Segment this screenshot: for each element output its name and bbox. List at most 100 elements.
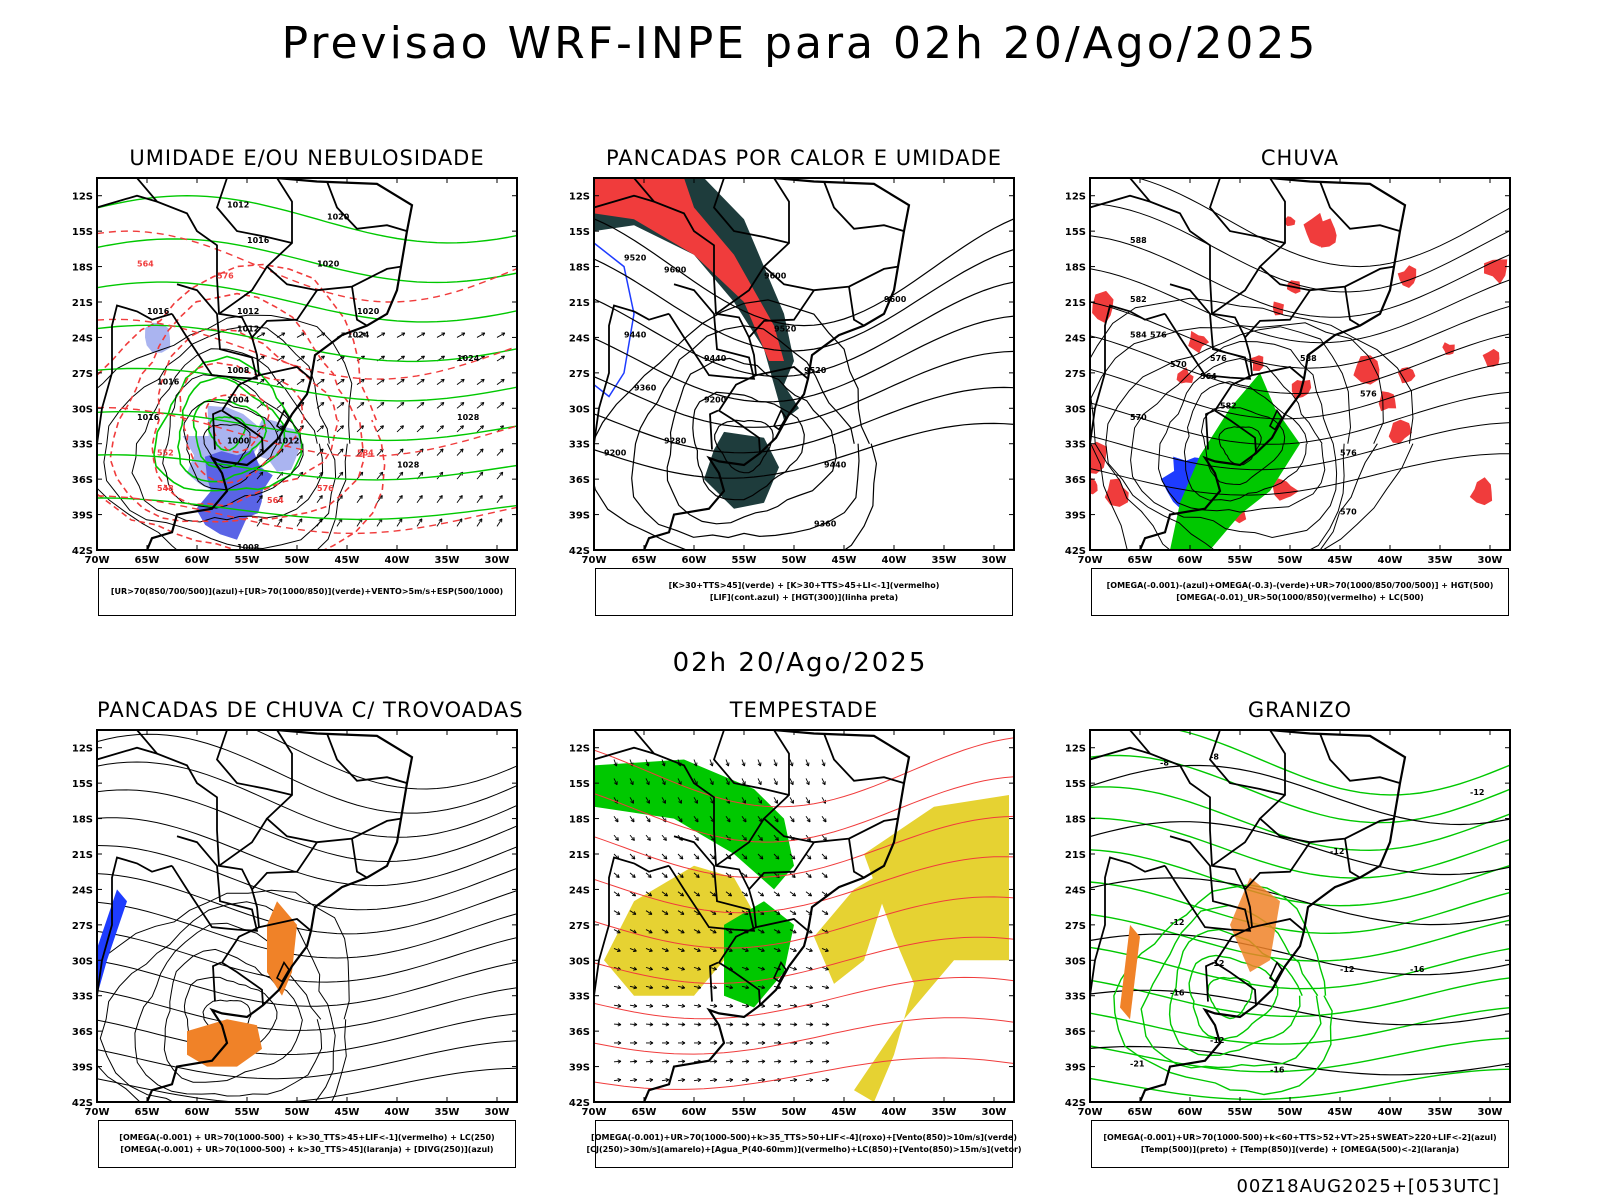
panel-title: CHUVA <box>1260 146 1340 170</box>
run-info-footer: 00Z18AUG2025+[053UTC] <box>1236 1176 1500 1197</box>
contour-label: 570 <box>1170 360 1187 369</box>
contour-label: 9360 <box>814 519 837 528</box>
lon-tick-label: 35W <box>932 555 957 566</box>
contour-label: -12 <box>1470 788 1484 797</box>
map-frame <box>96 177 518 551</box>
contour-label: -12 <box>1170 918 1184 927</box>
lon-tick-label: 45W <box>1328 555 1353 566</box>
lon-tick-label: 45W <box>832 1107 857 1118</box>
lat-tick-label: 24S <box>72 885 93 896</box>
lon-tick-label: 30W <box>982 1107 1007 1118</box>
lat-tick-label: 18S <box>72 263 93 274</box>
contour-label: 1012 <box>237 325 259 334</box>
contour-label: 1016 <box>247 236 270 245</box>
lat-tick-label: 36S <box>569 475 590 486</box>
lat-tick-label: 21S <box>1065 850 1086 861</box>
legend-line: [OMEGA(-0.001)+UR>70(1000-500)+k>35_TTS>… <box>591 1133 1017 1142</box>
lon-tick-label: 50W <box>285 1107 310 1118</box>
lat-tick-label: 15S <box>72 779 93 790</box>
lon-tick-label: 50W <box>782 1107 807 1118</box>
lat-tick-label: 18S <box>569 263 590 274</box>
lat-tick-label: 24S <box>72 333 93 344</box>
lon-tick-label: 35W <box>435 1107 460 1118</box>
map-frame <box>593 177 1015 551</box>
contour-label: 582 <box>1130 295 1147 304</box>
contour-label: -8 <box>1210 753 1219 762</box>
lat-tick-label: 21S <box>1065 298 1086 309</box>
forecast-map: 9520 9600 9600 9600 9440 9520 9360 9440 9520 9200… <box>569 177 1015 566</box>
lat-tick-label: 12S <box>569 744 590 755</box>
legend-line: [OMEGA(-0.001) + UR>70(1000-500) + k>30_… <box>120 1145 494 1154</box>
lon-tick-label: 30W <box>1478 555 1503 566</box>
lon-tick-label: 70W <box>85 555 110 566</box>
contour-label: 1020 <box>357 307 380 316</box>
lon-tick-label: 65W <box>135 555 160 566</box>
lon-tick-label: 55W <box>732 555 757 566</box>
contour-label: 9200 <box>704 395 727 404</box>
panel-legend: [UR>70(850/700/500)](azul)+[UR>70(1000/8… <box>98 568 516 616</box>
contour-label: 584 <box>1130 330 1147 339</box>
lat-tick-label: 39S <box>569 1063 590 1074</box>
lon-tick-label: 40W <box>1378 555 1403 566</box>
panel-legend: [OMEGA(-0.001)-(azul)+OMEGA(-0.3)-(verde… <box>1091 568 1509 616</box>
contour-label: 1024 <box>347 330 370 339</box>
contour-label: 564 <box>137 260 154 269</box>
panel-legend: [OMEGA(-0.001)+UR>70(1000-500)+k<60+TTS>… <box>1091 1120 1509 1168</box>
lat-tick-label: 24S <box>1065 885 1086 896</box>
lat-tick-label: 30S <box>1065 956 1086 967</box>
contour-label: -16 <box>1170 989 1185 998</box>
lon-tick-label: 40W <box>1378 1107 1403 1118</box>
lon-tick-label: 55W <box>235 1107 260 1118</box>
contour-label: 9520 <box>774 325 797 334</box>
lon-tick-label: 60W <box>185 1107 210 1118</box>
contour-label: 576 <box>1360 389 1377 398</box>
lat-tick-label: 33S <box>72 440 93 451</box>
lat-tick-label: 39S <box>72 1063 93 1074</box>
contour-label: 588 <box>1130 236 1147 245</box>
contour-label: 564 <box>267 496 284 505</box>
lat-tick-label: 30S <box>569 404 590 415</box>
contour-label: 9440 <box>704 354 727 363</box>
lon-tick-label: 70W <box>582 555 607 566</box>
contour-label: 1016 <box>147 307 170 316</box>
contour-label: 9600 <box>764 271 787 280</box>
lon-tick-label: 45W <box>335 1107 360 1118</box>
lon-tick-label: 45W <box>1328 1107 1353 1118</box>
forecast-map: 5885825765705645765825885705765765845701… <box>1065 177 1511 566</box>
panel-title: UMIDADE E/OU NEBULOSIDADE <box>129 146 485 170</box>
contour-label: -12 <box>1210 959 1224 968</box>
lon-tick-label: 45W <box>335 555 360 566</box>
lat-tick-label: 18S <box>72 815 93 826</box>
lon-tick-label: 65W <box>632 555 657 566</box>
lon-tick-label: 60W <box>1178 1107 1203 1118</box>
contour-label: 9440 <box>624 330 647 339</box>
contour-label: 9360 <box>634 384 657 393</box>
lat-tick-label: 42S <box>72 546 93 557</box>
lat-tick-label: 15S <box>569 779 590 790</box>
lat-tick-label: 15S <box>72 227 93 238</box>
lon-tick-label: 55W <box>1228 555 1253 566</box>
lat-tick-label: 36S <box>1065 475 1086 486</box>
map-frame <box>593 729 1015 1103</box>
lat-tick-label: 21S <box>569 850 590 861</box>
lon-tick-label: 55W <box>732 1107 757 1118</box>
contour-label: 570 <box>1130 413 1147 422</box>
contour-label: 1020 <box>317 260 340 269</box>
lon-tick-label: 60W <box>682 1107 707 1118</box>
contour-label: 570 <box>1340 508 1357 517</box>
lat-tick-label: 27S <box>1065 369 1086 380</box>
contour-label: -8 <box>1160 758 1169 767</box>
lat-tick-label: 30S <box>1065 404 1086 415</box>
contour-label: 552 <box>157 449 174 458</box>
contour-label: 9600 <box>884 295 907 304</box>
lat-tick-label: 39S <box>1065 1063 1086 1074</box>
lon-tick-label: 70W <box>85 1107 110 1118</box>
panel-legend: [K>30+TTS>45](verde) + [K>30+TTS>45+LI<-… <box>595 568 1013 616</box>
contour-label: 564 <box>1200 372 1217 381</box>
legend-line: [UR>70(850/700/500)](azul)+[UR>70(1000/8… <box>110 587 504 596</box>
lat-tick-label: 39S <box>1065 511 1086 522</box>
panel-title: PANCADAS POR CALOR E UMIDADE <box>605 146 1003 170</box>
lon-tick-label: 30W <box>982 555 1007 566</box>
map-frame <box>96 729 518 1103</box>
